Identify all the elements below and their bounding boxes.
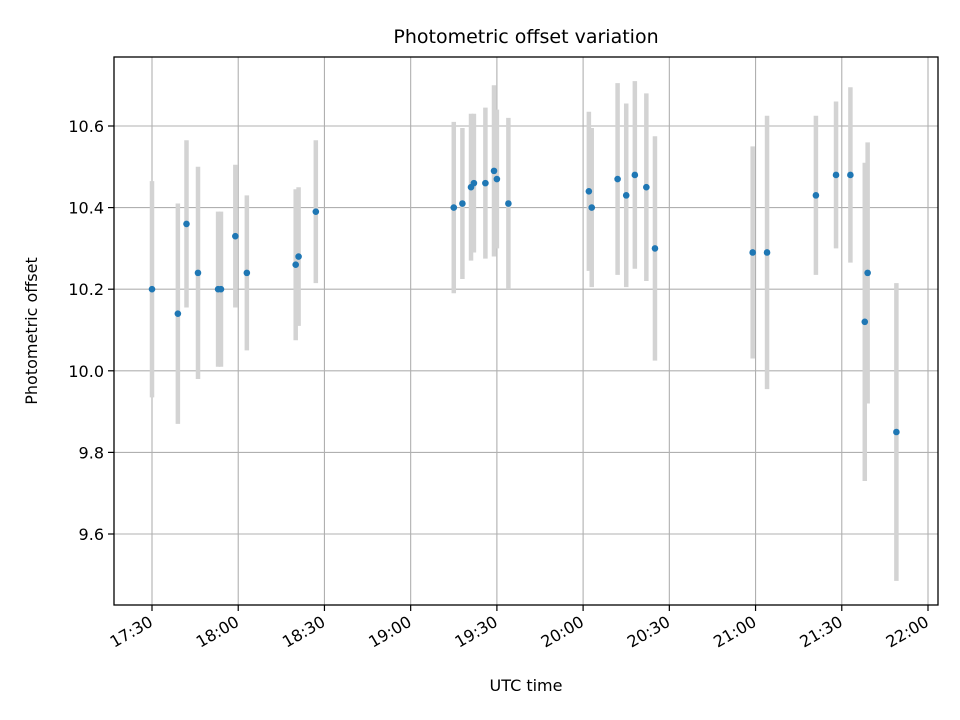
data-point — [490, 167, 498, 175]
data-point — [312, 208, 320, 215]
data-point — [183, 220, 190, 228]
data-point — [194, 269, 202, 277]
data-point — [232, 232, 239, 240]
data-point — [631, 171, 639, 179]
data-point — [861, 318, 869, 326]
grid — [114, 57, 938, 605]
data-points — [148, 167, 900, 436]
x-axis-label: UTC time — [490, 676, 563, 695]
data-point — [763, 249, 771, 256]
y-axis-label: Photometric offset — [22, 257, 41, 405]
data-point — [893, 428, 900, 436]
data-point — [148, 285, 156, 293]
data-point — [812, 192, 820, 199]
data-point — [217, 285, 225, 293]
y-axis: 9.6 9.8 10.0 10.2 10.4 10.6 — [68, 117, 114, 544]
chart-title: Photometric offset variation — [393, 26, 658, 48]
data-point — [292, 261, 300, 269]
y-tick-label: 10.2 — [68, 280, 104, 299]
y-tick-label: 9.8 — [79, 443, 104, 462]
data-point — [847, 171, 854, 179]
y-tick-label: 9.6 — [79, 525, 104, 544]
data-point — [174, 310, 182, 317]
data-point — [643, 183, 650, 191]
data-point — [450, 204, 458, 211]
data-point — [505, 200, 512, 207]
data-point — [585, 187, 593, 195]
data-point — [482, 179, 489, 187]
y-tick-label: 10.4 — [68, 199, 104, 218]
data-point — [651, 245, 659, 252]
data-point — [295, 253, 302, 260]
plot-frame — [113, 56, 939, 606]
data-point — [470, 179, 478, 187]
data-point — [243, 269, 251, 277]
y-tick-label: 10.6 — [68, 117, 104, 136]
data-point — [614, 175, 621, 183]
data-point — [459, 200, 466, 207]
data-point — [493, 175, 501, 183]
data-point — [622, 192, 630, 199]
data-point — [588, 204, 596, 211]
data-point — [832, 171, 840, 179]
data-point — [864, 269, 871, 277]
y-tick-label: 10.0 — [68, 362, 104, 381]
data-point — [749, 249, 756, 256]
